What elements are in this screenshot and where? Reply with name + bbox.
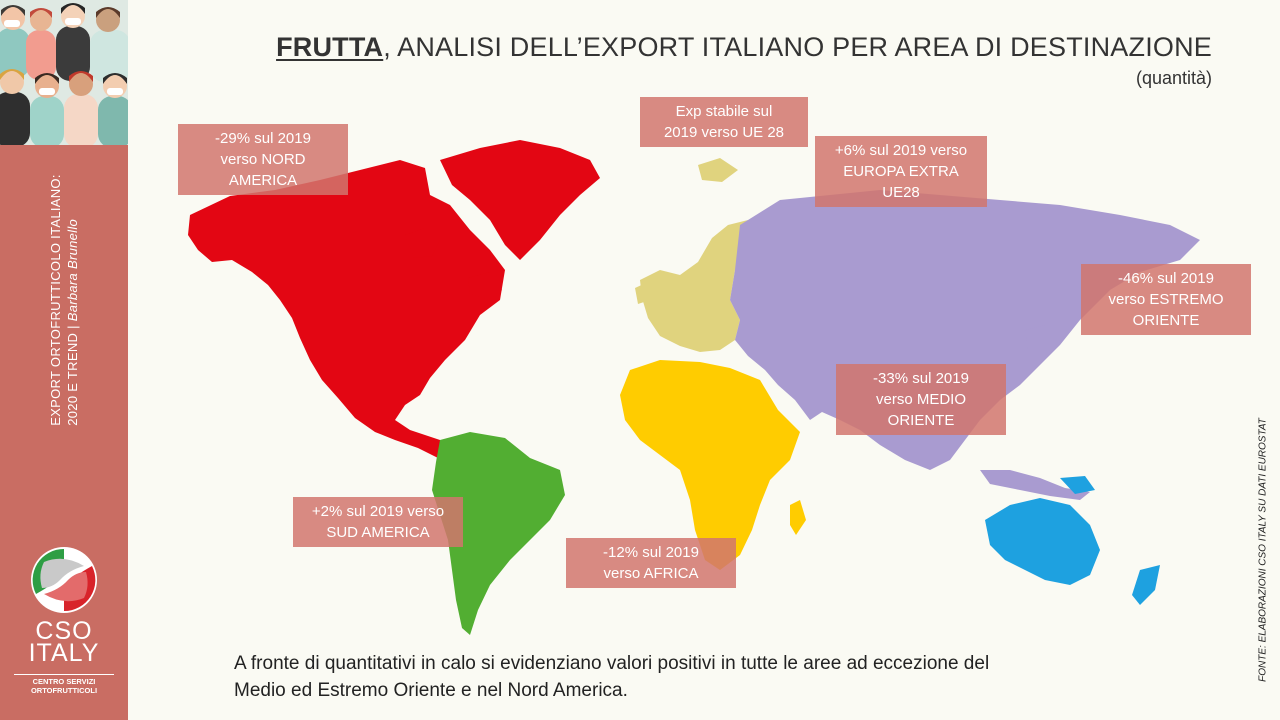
page-title-rest: , ANALISI DELL’EXPORT ITALIANO PER AREA … bbox=[383, 32, 1212, 62]
label-estremo-oriente-line2: verso ESTREMO bbox=[1108, 291, 1224, 308]
label-africa-line2: verso AFRICA bbox=[603, 565, 699, 582]
label-medio-oriente-line2: verso MEDIO bbox=[875, 391, 966, 408]
logo-name-cso: CSO bbox=[35, 617, 93, 645]
logo-subtitle-line2: ORTOFRUTTICOLI bbox=[30, 686, 98, 695]
label-ue28: Exp stabile sul 2019 verso UE 28 bbox=[640, 97, 808, 147]
label-extra-ue-line2: EUROPA EXTRA bbox=[843, 163, 959, 180]
sidebar: EXPORT ORTOFRUTTICOLO ITALIANO: 2020 E T… bbox=[0, 0, 128, 720]
caption-line1: A fronte di quantitativi in calo si evid… bbox=[234, 653, 990, 674]
label-sud-america-line2: SUD AMERICA bbox=[326, 524, 430, 541]
source-note: FONTE: ELABORAZIONI CSO ITALY SU DATI EU… bbox=[1257, 418, 1269, 682]
caption: A fronte di quantitativi in calo si evid… bbox=[234, 650, 1134, 704]
region-oceania bbox=[985, 476, 1160, 605]
label-medio-oriente-line1: -33% sul 2019 bbox=[873, 370, 969, 387]
label-extra-ue-line3: UE28 bbox=[882, 184, 920, 201]
cso-logo-icon bbox=[31, 547, 97, 613]
label-africa: -12% sul 2019 verso AFRICA bbox=[566, 538, 736, 588]
label-africa-line1: -12% sul 2019 bbox=[603, 544, 699, 561]
region-ue28 bbox=[635, 158, 748, 352]
caption-line2: Medio ed Estremo Oriente e nel Nord Amer… bbox=[234, 680, 628, 701]
label-medio-oriente: -33% sul 2019 verso MEDIO ORIENTE bbox=[836, 364, 1006, 435]
crowd-illustration bbox=[0, 0, 128, 145]
label-ue28-line2: 2019 verso UE 28 bbox=[663, 124, 785, 141]
label-extra-ue-line1: +6% sul 2019 verso bbox=[834, 142, 968, 159]
label-estremo-oriente-line3: ORIENTE bbox=[1132, 312, 1200, 329]
logo-name-italy: ITALY bbox=[28, 639, 100, 667]
page-title: FRUTTA, ANALISI DELL’EXPORT ITALIANO PER… bbox=[276, 32, 1212, 63]
label-nord-america-line2: verso NORD bbox=[220, 151, 306, 168]
region-sud-america bbox=[432, 432, 565, 635]
region-nord-america bbox=[188, 140, 600, 458]
region-africa bbox=[620, 360, 806, 570]
label-sud-america: +2% sul 2019 verso SUD AMERICA bbox=[293, 497, 463, 547]
page-title-highlight: FRUTTA bbox=[276, 32, 384, 62]
logo-subtitle: CENTRO SERVIZI ORTOFRUTTICOLI bbox=[14, 674, 114, 695]
label-sud-america-line1: +2% sul 2019 verso bbox=[311, 503, 445, 520]
label-estremo-oriente-line1: -46% sul 2019 bbox=[1118, 270, 1214, 287]
label-nord-america-line3: AMERICA bbox=[228, 172, 298, 189]
label-nord-america-line1: -29% sul 2019 bbox=[215, 130, 311, 147]
label-estremo-oriente: -46% sul 2019 verso ESTREMO ORIENTE bbox=[1081, 264, 1251, 335]
label-medio-oriente-line3: ORIENTE bbox=[887, 412, 955, 429]
page-subtitle: (quantità) bbox=[1135, 68, 1212, 88]
logo-subtitle-line1: CENTRO SERVIZI bbox=[32, 677, 96, 686]
label-europa-extra-ue28: +6% sul 2019 verso EUROPA EXTRA UE28 bbox=[815, 136, 987, 207]
label-ue28-line1: Exp stabile sul bbox=[675, 103, 773, 120]
logo-name: CSO ITALY bbox=[14, 617, 114, 667]
region-asia bbox=[730, 190, 1200, 500]
label-nord-america: -29% sul 2019 verso NORD AMERICA bbox=[178, 124, 348, 195]
cso-italy-logo: CSO ITALY CENTRO SERVIZI ORTOFRUTTICOLI bbox=[14, 544, 114, 695]
